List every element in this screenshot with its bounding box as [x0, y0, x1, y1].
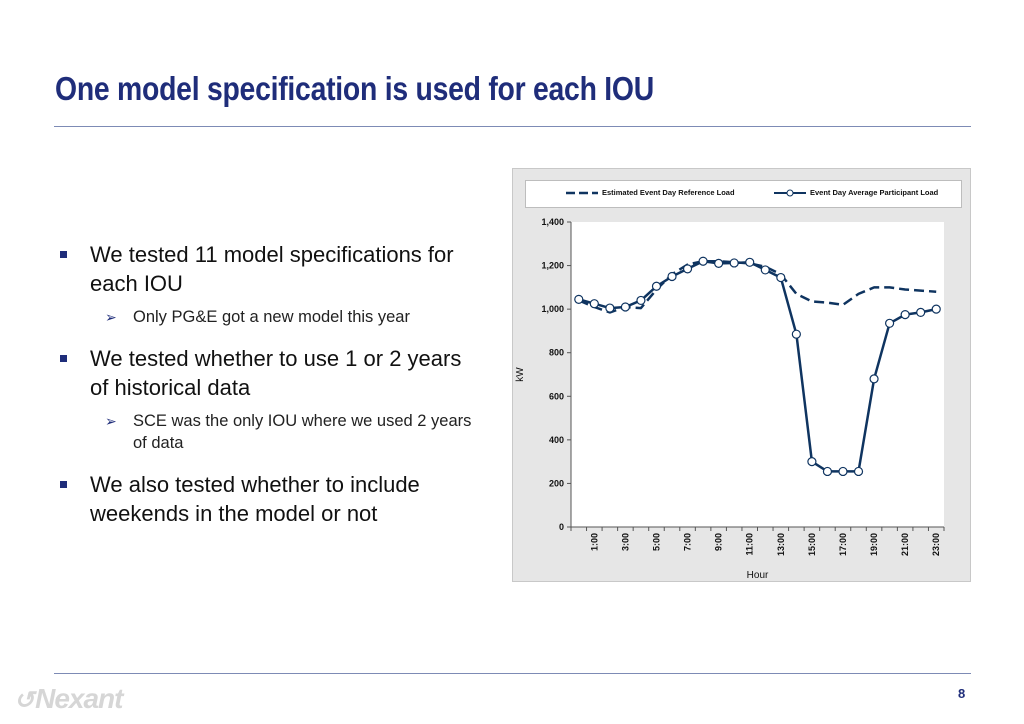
x-tick-label: 5:00: [651, 533, 661, 551]
logo-swirl-icon: ↺: [14, 687, 34, 714]
y-tick-label: 800: [549, 348, 564, 358]
y-tick-label: 600: [549, 391, 564, 401]
y-tick-label: 1,000: [541, 304, 564, 314]
participant-load-point: [636, 295, 646, 306]
nexant-logo: ↺Nexant: [14, 683, 123, 715]
bullet-text: We tested 11 model specifications for ea…: [90, 242, 454, 296]
dashed-line-swatch-icon: [566, 191, 598, 194]
arrow-bullet-icon: ➢: [105, 309, 117, 325]
participant-load-point: [698, 256, 708, 266]
participant-load-point: [853, 466, 864, 477]
logo-text: Nexant: [35, 683, 123, 714]
y-tick-label: 200: [549, 478, 564, 488]
participant-load-point: [574, 294, 584, 304]
participant-load-point: [714, 258, 724, 268]
footer-divider: [54, 673, 971, 674]
legend-item-participant-load: Event Day Average Participant Load: [774, 188, 938, 197]
participant-load-point: [822, 466, 833, 477]
participant-load-point: [760, 265, 770, 275]
participant-load-point: [807, 457, 817, 467]
line-plot: 0 200 400 600 800 1,000 1,200 1,400 1:00 3:00 5:00…: [515, 217, 945, 581]
bullet-text: We tested whether to use 1 or 2 years of…: [90, 346, 462, 400]
y-tick-label: 1,200: [541, 261, 564, 271]
title-divider: [54, 126, 971, 127]
marker-line-swatch-icon: [774, 189, 806, 196]
participant-load-point: [885, 318, 895, 328]
participant-load-point: [620, 302, 630, 312]
sub-bullet-text: Only PG&E got a new model this year: [133, 308, 410, 326]
x-tick-label: 11:00: [745, 533, 755, 556]
chart-legend: Estimated Event Day Reference Load Event…: [525, 180, 962, 208]
participant-load-point: [838, 466, 848, 477]
participant-load-point: [651, 281, 662, 291]
slide-title: One model specification is used for each…: [55, 70, 654, 107]
participant-load-point: [931, 304, 941, 314]
x-tick-label: 21:00: [900, 533, 910, 556]
y-tick-label: 0: [559, 522, 564, 532]
participant-load-point: [776, 272, 786, 283]
x-tick-label: 15:00: [807, 533, 817, 556]
participant-load-point: [916, 307, 926, 318]
sub-bullet-item: ➢ SCE was the only IOU where we used 2 y…: [60, 410, 500, 454]
sub-bullet-item: ➢ Only PG&E got a new model this year: [60, 306, 500, 328]
square-bullet-icon: [60, 481, 67, 488]
page-number: 8: [958, 686, 966, 701]
participant-load-point: [900, 309, 910, 320]
y-tick-label: 400: [549, 435, 564, 445]
participant-load-point: [605, 303, 615, 313]
legend-label: Estimated Event Day Reference Load: [602, 188, 735, 197]
bullet-item: We tested whether to use 1 or 2 years of…: [60, 344, 500, 402]
x-tick-label: 13:00: [776, 533, 786, 556]
y-axis-title: kW: [515, 367, 526, 382]
participant-load-point: [869, 374, 879, 384]
x-tick-label: 23:00: [931, 533, 941, 556]
x-tick-label: 9:00: [714, 533, 724, 551]
legend-item-reference-load: Estimated Event Day Reference Load: [566, 188, 735, 197]
sub-bullet-text: SCE was the only IOU where we used 2 yea…: [133, 412, 472, 452]
plot-area: [571, 222, 944, 527]
x-tick-label: 17:00: [838, 533, 848, 556]
legend-label: Event Day Average Participant Load: [810, 188, 939, 197]
participant-load-point: [729, 258, 739, 268]
square-bullet-icon: [60, 251, 67, 258]
x-tick-label: 19:00: [869, 533, 879, 556]
x-tick-label: 1:00: [589, 533, 599, 551]
x-tick-label: 7:00: [683, 533, 693, 551]
bullet-item: We also tested whether to include weeken…: [60, 470, 500, 528]
x-tick-label: 3:00: [620, 533, 630, 551]
arrow-bullet-icon: ➢: [105, 413, 117, 429]
load-chart: Estimated Event Day Reference Load Event…: [512, 168, 971, 582]
bullet-text: We also tested whether to include weeken…: [90, 472, 420, 526]
participant-load-point: [745, 257, 755, 267]
bullet-list: We tested 11 model specifications for ea…: [60, 240, 500, 528]
participant-load-point: [682, 264, 693, 274]
bullet-item: We tested 11 model specifications for ea…: [60, 240, 500, 298]
participant-load-point: [791, 329, 801, 339]
x-axis-title: Hour: [747, 570, 769, 581]
square-bullet-icon: [60, 355, 67, 362]
y-tick-label: 1,400: [541, 217, 564, 227]
participant-load-point: [667, 271, 677, 282]
participant-load-point: [589, 299, 599, 309]
